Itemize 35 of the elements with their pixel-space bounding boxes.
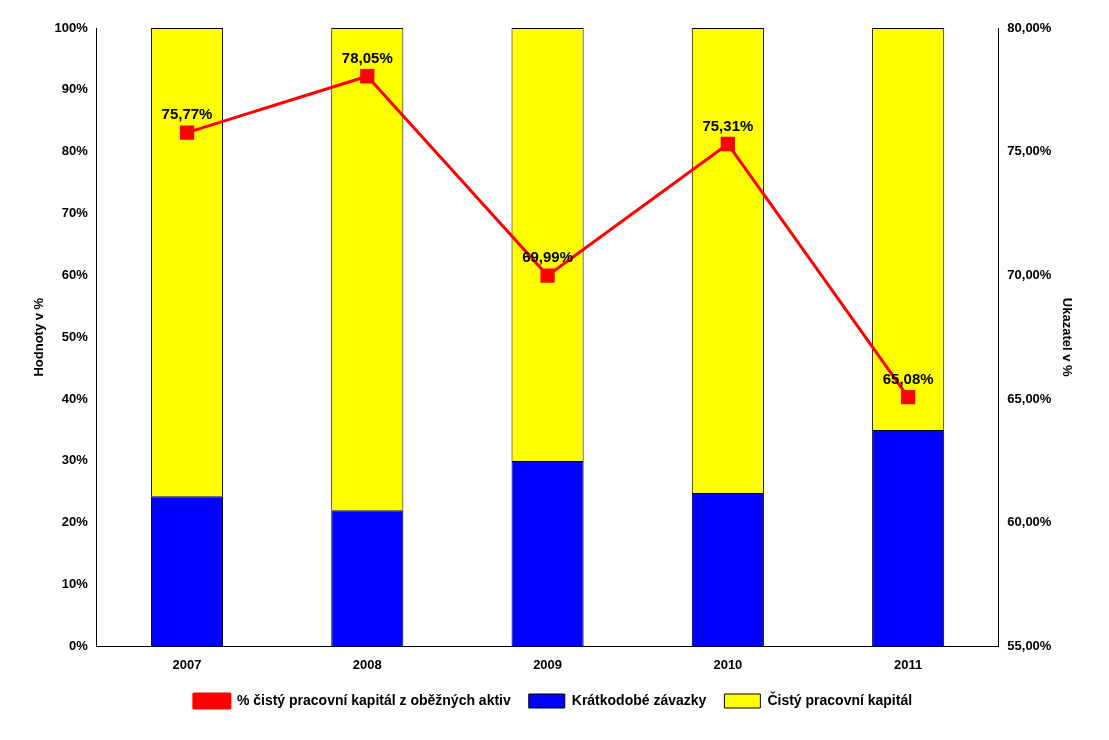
x-tick-label: 2008 bbox=[352, 656, 382, 672]
y-tick-label: 10% bbox=[61, 576, 89, 592]
y2-tick-label: 70,00% bbox=[1007, 266, 1052, 282]
x-tick-label: 2007 bbox=[172, 656, 202, 672]
data-label: 75,77% bbox=[161, 105, 213, 123]
y-tick-label: 50% bbox=[61, 328, 89, 344]
point bbox=[179, 125, 195, 140]
point bbox=[360, 69, 375, 84]
y-tick-label: 70% bbox=[61, 205, 89, 221]
x-tick-label: 2010 bbox=[713, 656, 743, 672]
point bbox=[720, 136, 736, 152]
point bbox=[540, 268, 555, 283]
y-axis-title: Hodnoty v % bbox=[31, 297, 47, 377]
y2-tick-label: 65,00% bbox=[1007, 390, 1052, 406]
y-tick-label: 40% bbox=[61, 390, 89, 406]
y-tick-label: 100% bbox=[54, 19, 89, 35]
data-label: 78,05% bbox=[341, 48, 393, 66]
legend-label: Čistý pracovní kapitál bbox=[767, 690, 913, 708]
y-tick-label: 60% bbox=[61, 266, 89, 282]
y2-tick-label: 55,00% bbox=[1007, 637, 1052, 653]
x-tick-label: 2011 bbox=[894, 656, 923, 672]
y-tick-label: 30% bbox=[61, 452, 89, 468]
x-tick-label: 2009 bbox=[533, 656, 563, 672]
y2-tick-label: 60,00% bbox=[1007, 514, 1052, 530]
y2-tick-label: 80,00% bbox=[1007, 19, 1052, 35]
legend-label: % čistý pracovní kapitál z oběžných aktiv bbox=[236, 691, 511, 708]
y2-tick-label: 75,00% bbox=[1007, 143, 1052, 159]
data-label: 75,31% bbox=[702, 116, 754, 134]
y-tick-label: 20% bbox=[61, 514, 89, 530]
point bbox=[901, 389, 916, 405]
y-tick-label: 0% bbox=[69, 637, 89, 653]
y2-axis-title: Ukazatel v % bbox=[1059, 297, 1075, 378]
y-tick-label: 90% bbox=[61, 81, 89, 97]
legend-label: Krátkodobé závazky bbox=[571, 691, 707, 708]
y-tick-label: 80% bbox=[61, 143, 89, 159]
